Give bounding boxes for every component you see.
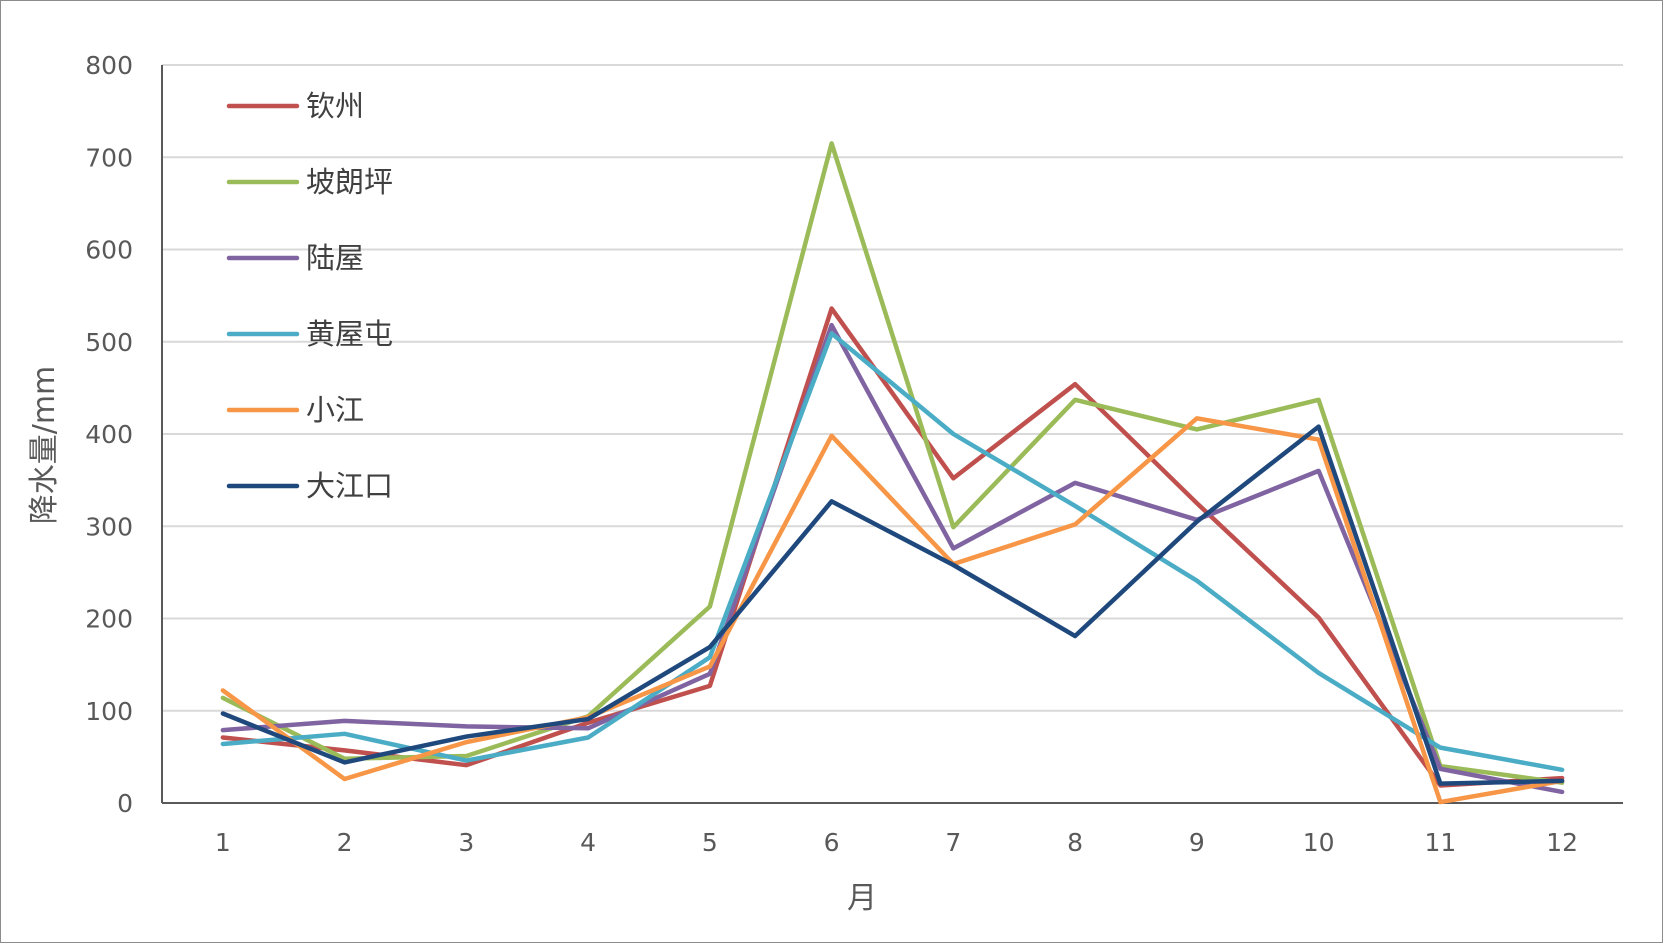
series-line-1 — [220, 141, 1565, 785]
series-line-3 — [220, 331, 1565, 773]
legend-label: 黄屋屯 — [306, 317, 393, 351]
legend-label: 小江 — [306, 393, 364, 427]
x-tick-label: 3 — [458, 828, 474, 857]
series-lines — [220, 141, 1565, 805]
legend-label: 大江口 — [306, 469, 393, 503]
series-line-2 — [220, 322, 1565, 795]
x-tick-label: 8 — [1067, 828, 1083, 857]
y-axis-title: 降水量/mm — [27, 366, 62, 525]
axes — [161, 65, 1623, 804]
x-tick-label: 4 — [580, 828, 596, 857]
x-axis-tick-labels: 1 2 3 4 5 6 7 8 9 10 11 12 — [215, 828, 1578, 857]
y-tick-label: 400 — [85, 420, 133, 449]
x-tick-label: 1 — [215, 828, 231, 857]
y-tick-label: 0 — [117, 789, 133, 818]
x-tick-label: 12 — [1546, 828, 1578, 857]
series-line-5 — [220, 424, 1565, 786]
y-tick-label: 300 — [85, 512, 133, 541]
x-tick-label: 7 — [945, 828, 961, 857]
y-tick-label: 500 — [85, 328, 133, 357]
y-tick-label: 800 — [85, 51, 133, 80]
y-tick-label: 200 — [85, 605, 133, 634]
y-axis-tick-labels: 0 100 200 300 400 500 600 700 800 — [85, 51, 133, 818]
legend-label: 钦州 — [306, 89, 364, 123]
y-tick-label: 100 — [85, 697, 133, 726]
x-tick-label: 11 — [1424, 828, 1456, 857]
x-tick-label: 10 — [1303, 828, 1335, 857]
x-tick-label: 2 — [337, 828, 353, 857]
series-line-0 — [220, 306, 1565, 788]
gridlines — [162, 64, 1623, 712]
x-tick-label: 5 — [702, 828, 718, 857]
series-line-4 — [220, 416, 1565, 805]
legend-label: 坡朗坪 — [306, 165, 393, 199]
y-tick-label: 600 — [85, 236, 133, 265]
y-tick-label: 700 — [85, 143, 133, 172]
x-axis-title: 月 — [847, 881, 877, 916]
x-tick-label: 6 — [824, 828, 840, 857]
legend-label: 陆屋 — [306, 241, 364, 275]
x-tick-label: 9 — [1189, 828, 1205, 857]
